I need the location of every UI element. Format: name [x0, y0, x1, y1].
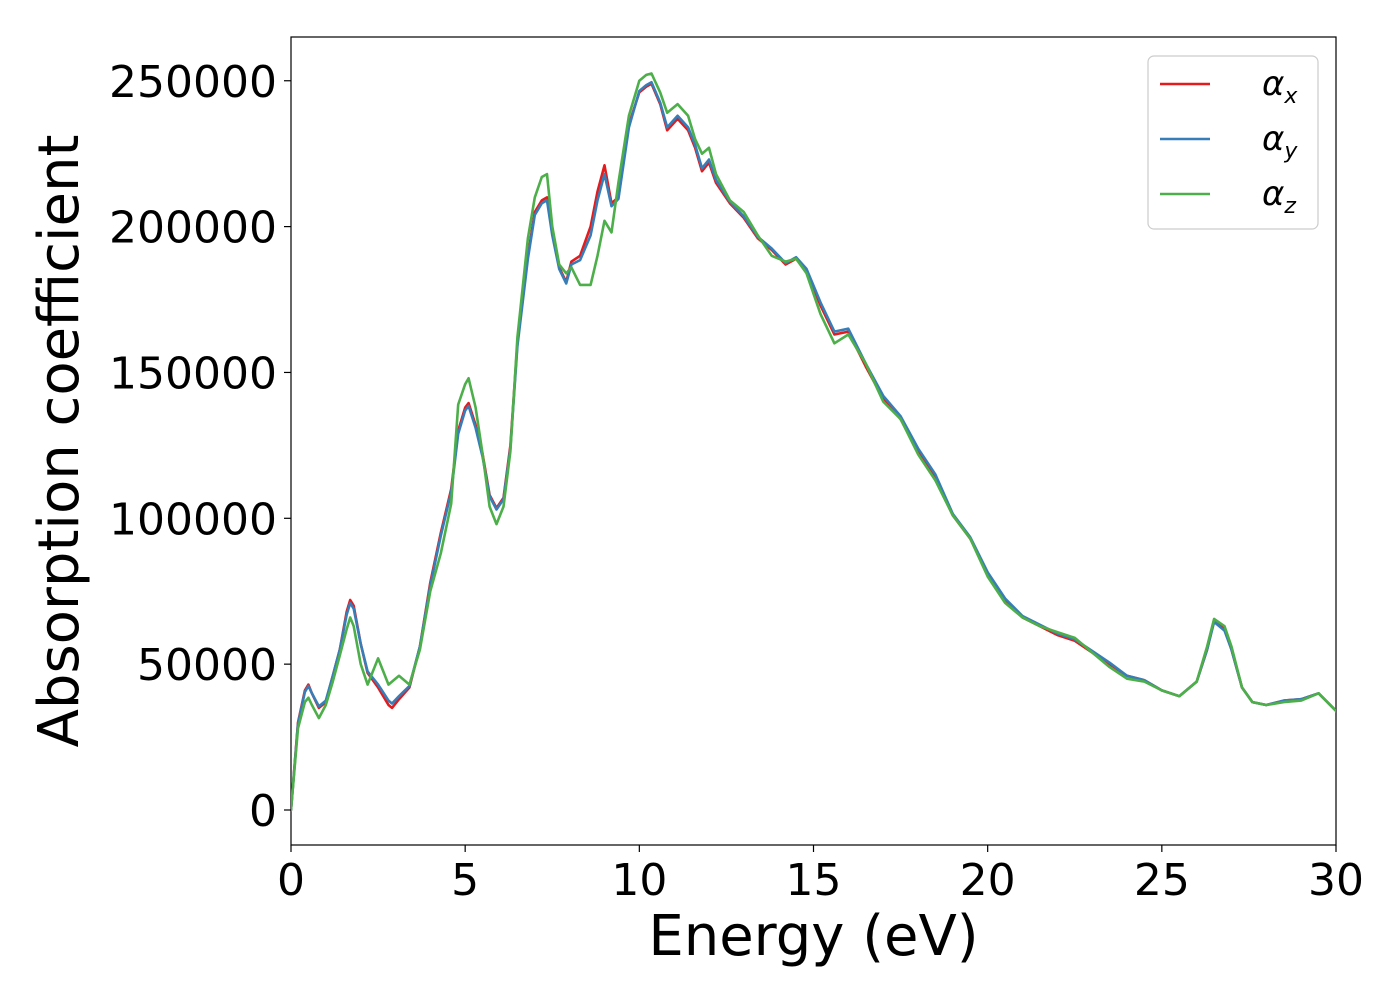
x-tick-label: 20 [960, 855, 1016, 906]
legend-symbol: α [1262, 119, 1284, 159]
y-tick-label: 100000 [109, 494, 277, 545]
legend-subscript: y [1283, 139, 1298, 164]
y-tick-label: 200000 [109, 203, 277, 254]
series-layer [291, 72, 1336, 812]
x-tick-label: 30 [1308, 855, 1364, 906]
x-axis-label: Energy (eV) [648, 904, 978, 969]
legend-label-alpha-x: αx [1262, 64, 1298, 109]
y-axis: 0 50000 100000 150000 200000 250000 [109, 57, 291, 837]
x-tick-label: 15 [786, 855, 842, 906]
series-line-alpha-y [291, 80, 1336, 812]
legend-label-alpha-z: αz [1262, 174, 1296, 219]
x-tick-label: 5 [451, 855, 479, 906]
x-axis: 0 5 10 15 20 25 30 [277, 845, 1364, 906]
y-tick-label: 150000 [109, 348, 277, 399]
legend-box [1147, 55, 1319, 230]
legend-symbol: α [1262, 174, 1284, 214]
series-line-alpha-z [291, 72, 1336, 812]
y-tick-label: 250000 [109, 57, 277, 108]
x-tick-label: 10 [611, 855, 667, 906]
y-tick-label: 0 [249, 786, 277, 837]
legend-symbol: α [1262, 64, 1284, 104]
legend-subscript: z [1283, 194, 1296, 219]
x-tick-label: 25 [1134, 855, 1190, 906]
legend-label-alpha-y: αy [1262, 119, 1298, 164]
x-tick-label: 0 [277, 855, 305, 906]
y-tick-label: 50000 [137, 640, 277, 691]
legend-subscript: x [1283, 84, 1298, 109]
y-axis-label: Absorption coefficient [27, 135, 92, 748]
